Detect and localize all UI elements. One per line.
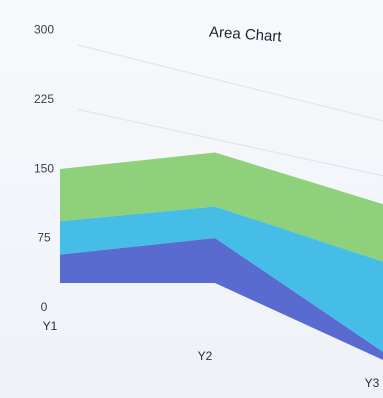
x-tick-label-y1: Y1 bbox=[43, 319, 58, 333]
area-series-layer bbox=[60, 152, 383, 360]
chart-title: Area Chart bbox=[209, 24, 283, 46]
area-series-1 bbox=[60, 238, 383, 360]
x-tick-label-y3: Y3 bbox=[365, 376, 380, 390]
area-series-2 bbox=[60, 206, 383, 352]
grid-line-225 bbox=[77, 109, 383, 177]
area-series-3 bbox=[60, 152, 383, 262]
y-tick-label-75: 75 bbox=[37, 231, 51, 245]
axis-labels: 0 75 150 225 300 Y1 Y2 Y3 bbox=[34, 23, 380, 391]
y-tick-label-150: 150 bbox=[34, 161, 54, 175]
x-tick-label-y2: Y2 bbox=[198, 349, 213, 363]
y-tick-label-0: 0 bbox=[41, 300, 48, 314]
y-tick-label-225: 225 bbox=[34, 92, 54, 106]
y-tick-label-300: 300 bbox=[34, 23, 54, 37]
grid-line-300 bbox=[77, 44, 383, 122]
